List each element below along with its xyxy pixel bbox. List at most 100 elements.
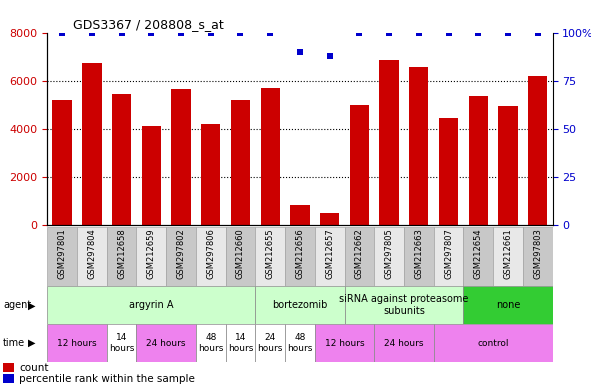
Bar — [439, 118, 458, 225]
Bar — [469, 96, 488, 225]
Text: GSM212656: GSM212656 — [296, 228, 304, 279]
Bar — [47, 286, 255, 324]
Bar — [107, 227, 137, 286]
Bar — [315, 324, 374, 362]
Bar — [53, 100, 72, 225]
Text: 14
hours: 14 hours — [109, 333, 134, 353]
Bar — [255, 286, 345, 324]
Bar — [255, 324, 285, 362]
Bar — [404, 227, 434, 286]
Bar — [434, 227, 463, 286]
Point — [117, 30, 126, 36]
Text: GSM297806: GSM297806 — [206, 228, 215, 279]
Text: 24
hours: 24 hours — [258, 333, 283, 353]
Point — [414, 30, 424, 36]
Bar — [345, 286, 463, 324]
Text: 12 hours: 12 hours — [57, 339, 97, 348]
Bar — [112, 94, 131, 225]
Text: GSM212655: GSM212655 — [266, 228, 275, 279]
Bar — [226, 227, 255, 286]
Text: GSM297803: GSM297803 — [533, 228, 542, 279]
Text: GSM297804: GSM297804 — [87, 228, 96, 279]
Bar — [47, 324, 107, 362]
Bar — [290, 205, 310, 225]
Point — [504, 30, 513, 36]
Text: 12 hours: 12 hours — [324, 339, 364, 348]
Text: percentile rank within the sample: percentile rank within the sample — [19, 374, 195, 384]
Text: argyrin A: argyrin A — [129, 300, 174, 310]
Text: GSM212654: GSM212654 — [474, 228, 483, 279]
Text: GSM212658: GSM212658 — [117, 228, 126, 279]
Text: GSM212660: GSM212660 — [236, 228, 245, 279]
Bar — [137, 227, 166, 286]
Text: GSM212659: GSM212659 — [147, 228, 156, 279]
Bar — [261, 88, 280, 225]
Bar — [142, 126, 161, 225]
Bar — [3, 363, 14, 372]
Point — [473, 30, 483, 36]
Text: count: count — [19, 362, 48, 372]
Bar — [409, 68, 428, 225]
Text: GSM212657: GSM212657 — [325, 228, 334, 279]
Point — [295, 49, 304, 55]
Text: 48
hours: 48 hours — [198, 333, 223, 353]
Bar — [196, 227, 226, 286]
Bar — [201, 124, 220, 225]
Text: 24 hours: 24 hours — [147, 339, 186, 348]
Bar — [315, 227, 345, 286]
Point — [384, 30, 394, 36]
Point — [265, 30, 275, 36]
Bar — [345, 227, 374, 286]
Bar — [493, 227, 523, 286]
Point — [176, 30, 186, 36]
Bar — [285, 227, 315, 286]
Text: GSM297807: GSM297807 — [444, 228, 453, 279]
Bar — [434, 324, 553, 362]
Point — [87, 30, 96, 36]
Bar — [166, 227, 196, 286]
Bar — [523, 227, 553, 286]
Point — [206, 30, 216, 36]
Text: agent: agent — [3, 300, 31, 310]
Text: ▶: ▶ — [28, 338, 36, 348]
Text: GSM212662: GSM212662 — [355, 228, 364, 279]
Bar — [320, 213, 339, 225]
Text: siRNA against proteasome
subunits: siRNA against proteasome subunits — [339, 295, 469, 316]
Text: GDS3367 / 208808_s_at: GDS3367 / 208808_s_at — [73, 18, 223, 31]
Bar — [196, 324, 226, 362]
Bar — [255, 227, 285, 286]
Bar — [3, 374, 14, 383]
Text: GSM212663: GSM212663 — [414, 228, 423, 279]
Bar — [226, 324, 255, 362]
Bar — [463, 227, 493, 286]
Point — [325, 53, 335, 59]
Bar — [137, 324, 196, 362]
Text: ▶: ▶ — [28, 300, 36, 310]
Text: 14
hours: 14 hours — [228, 333, 253, 353]
Text: GSM297805: GSM297805 — [385, 228, 394, 279]
Bar — [77, 227, 107, 286]
Bar — [82, 63, 102, 225]
Bar — [47, 227, 77, 286]
Bar — [498, 106, 518, 225]
Text: 48
hours: 48 hours — [287, 333, 313, 353]
Bar — [171, 89, 191, 225]
Point — [533, 30, 543, 36]
Text: none: none — [496, 300, 520, 310]
Bar — [231, 100, 250, 225]
Text: GSM212661: GSM212661 — [504, 228, 512, 279]
Bar — [374, 324, 434, 362]
Bar — [379, 60, 399, 225]
Point — [444, 30, 453, 36]
Text: bortezomib: bortezomib — [272, 300, 327, 310]
Text: time: time — [3, 338, 25, 348]
Bar — [463, 286, 553, 324]
Point — [236, 30, 245, 36]
Bar — [350, 105, 369, 225]
Text: GSM297802: GSM297802 — [177, 228, 186, 279]
Text: GSM297801: GSM297801 — [58, 228, 67, 279]
Text: control: control — [478, 339, 509, 348]
Bar — [374, 227, 404, 286]
Bar — [107, 324, 137, 362]
Point — [355, 30, 364, 36]
